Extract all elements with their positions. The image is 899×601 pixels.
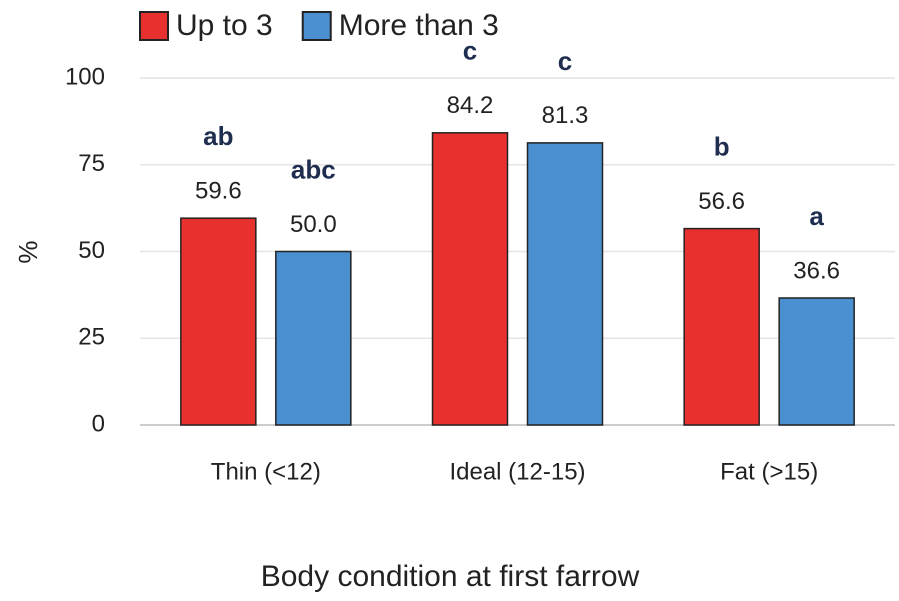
- significance-letter: c: [558, 46, 572, 76]
- significance-letter: b: [714, 131, 730, 161]
- significance-letter: c: [463, 36, 477, 66]
- significance-letter: abc: [291, 154, 336, 184]
- x-axis-label: Body condition at first farrow: [261, 560, 640, 593]
- bar: [180, 217, 257, 426]
- legend-swatch: [139, 11, 169, 41]
- bar: [683, 227, 760, 426]
- bar: [526, 142, 604, 426]
- value-label: 36.6: [793, 257, 840, 284]
- value-label: 81.3: [542, 102, 589, 129]
- bar: [778, 297, 855, 426]
- legend-label: More than 3: [339, 9, 499, 42]
- bar: [275, 250, 352, 426]
- significance-letter: a: [809, 201, 824, 231]
- value-label: 59.6: [195, 178, 242, 205]
- y-axis-label: %: [13, 240, 43, 263]
- value-label: 84.2: [447, 92, 494, 119]
- significance-letter: ab: [203, 121, 233, 151]
- x-tick-label: Ideal (12-15): [449, 458, 585, 485]
- legend-label: Up to 3: [176, 9, 273, 42]
- x-tick-label: Fat (>15): [720, 458, 818, 485]
- y-tick-label: 25: [78, 324, 105, 351]
- bar: [431, 132, 509, 426]
- legend-swatch: [301, 11, 332, 41]
- value-label: 50.0: [290, 211, 337, 238]
- y-tick-label: 100: [65, 63, 105, 90]
- x-tick-label: Thin (<12): [211, 458, 321, 485]
- y-tick-label: 75: [78, 150, 105, 177]
- y-tick-label: 50: [78, 237, 105, 264]
- y-tick-label: 0: [92, 410, 105, 437]
- value-label: 56.6: [698, 188, 745, 215]
